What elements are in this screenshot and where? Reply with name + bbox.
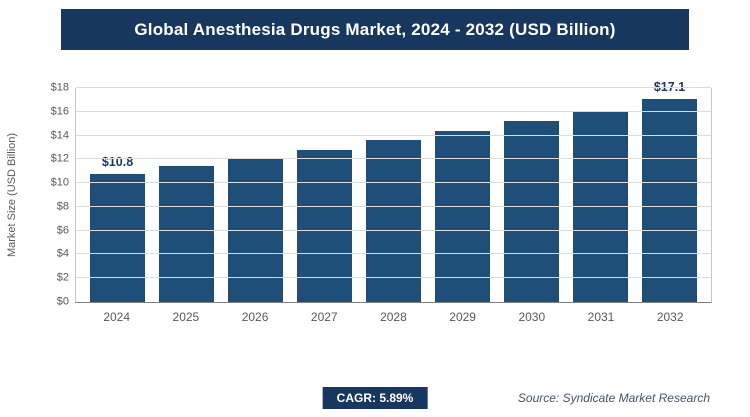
y-tick-label: $16 <box>50 105 69 118</box>
bar-2027 <box>297 149 352 302</box>
bar-2032: $17.1 <box>642 80 697 302</box>
bar-2030 <box>504 121 559 302</box>
bars-container: $10.8 $17.1 <box>76 80 711 302</box>
bar-2024: $10.8 <box>90 155 145 302</box>
gridline <box>76 134 711 136</box>
x-tick-label: 2032 <box>656 310 684 324</box>
gridline <box>76 158 711 160</box>
chart-title-bar: Global Anesthesia Drugs Market, 2024 - 2… <box>61 9 689 50</box>
y-tick-label: $18 <box>50 81 69 94</box>
x-tick-label: 2027 <box>310 310 338 324</box>
bar-2028 <box>366 140 421 302</box>
y-tick-label: $14 <box>50 129 69 142</box>
y-axis-label: Market Size (USD Billion) <box>6 132 18 258</box>
gridline <box>76 229 711 231</box>
plot-area: $10.8 $17.1 $0 $2 $4 $6 $8 $10 $12 $14 $16 $18 <box>51 80 712 307</box>
gridline <box>76 182 711 184</box>
bar-value-label: $17.1 <box>653 79 686 94</box>
x-tick-label: 2026 <box>241 310 269 324</box>
source-note: Source: Syndicate Market Research <box>517 391 710 405</box>
bar-2029 <box>435 130 490 302</box>
gridline <box>76 205 711 207</box>
x-tick-label: 2028 <box>380 310 407 324</box>
x-tick-label: 2029 <box>449 310 476 324</box>
chart-title: Global Anesthesia Drugs Market, 2024 - 2… <box>134 19 616 39</box>
x-tick-label: 2030 <box>518 310 546 324</box>
x-tick-label: 2031 <box>587 310 615 324</box>
y-tick-label: $0 <box>56 295 69 308</box>
y-tick-label: $8 <box>56 200 69 213</box>
x-tick-label: 2025 <box>172 310 200 324</box>
bar-value-label: $10.8 <box>101 154 134 169</box>
gridline <box>76 110 711 112</box>
y-axis-label-wrap: Market Size (USD Billion) <box>4 88 20 302</box>
gridline <box>76 87 711 88</box>
x-axis-labels: 2024 2025 2026 2027 2028 2029 2030 2031 2032 <box>75 310 712 324</box>
y-tick-label: $6 <box>56 224 69 237</box>
gridline <box>76 277 711 279</box>
y-tick-label: $4 <box>56 247 69 260</box>
y-tick-label: $2 <box>56 271 69 284</box>
bar-2025 <box>159 166 214 302</box>
y-tick-label: $12 <box>50 152 69 165</box>
cagr-badge: CAGR: 5.89% <box>322 387 428 409</box>
y-tick-label: $10 <box>50 176 69 189</box>
gridline <box>76 253 711 255</box>
x-tick-label: 2024 <box>103 310 131 324</box>
